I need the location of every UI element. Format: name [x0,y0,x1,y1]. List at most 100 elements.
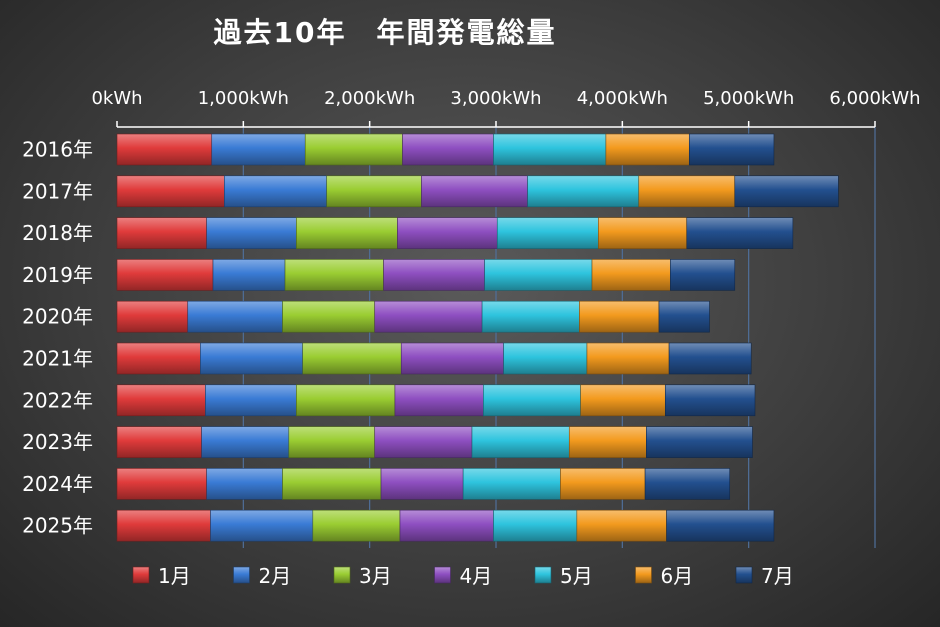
bar-segment [312,509,401,542]
bar-segment [686,217,794,249]
bar-segment [400,342,504,375]
bar-segment [421,175,528,208]
bars [116,133,839,542]
bar-segment [734,175,839,208]
bar-segment [658,300,710,333]
bar-segment [302,342,402,375]
category-label: 2024年 [22,472,93,496]
bar-segment [116,217,207,249]
bar-segment [296,217,398,249]
category-label: 2019年 [22,263,93,287]
bar-segment [116,384,206,417]
category-label: 2018年 [22,221,93,245]
bar-segment [116,426,202,458]
bar-segment [664,384,756,417]
bar-segment [560,468,646,500]
legend-label: 7月 [761,564,794,588]
x-axis: 0kWh 1,000kWh 2,000kWh 3,000kWh 4,000kWh 5,00… [91,88,921,128]
bar-segment [483,384,581,417]
legend-swatch [233,566,250,584]
bar-segment [116,175,225,208]
legend-label: 1月 [158,564,191,588]
bar-segment [646,426,753,458]
bar-segment [374,426,473,458]
bar-segment [484,259,593,291]
bar-segment [397,217,498,249]
bar-segment [116,133,213,166]
bar-segment [224,175,328,208]
legend-swatch [132,566,150,584]
bar-segment [210,509,314,542]
bar-segment [116,509,211,542]
bar-segment [481,300,580,333]
bar-segment [116,342,201,375]
bar-segment [200,342,304,375]
x-tick-label: 3,000kWh [450,88,541,109]
bar-segment [670,259,736,291]
bar-segment [471,426,570,458]
bar-segment [402,133,494,166]
category-label: 2025年 [22,514,93,538]
bar-segment [493,133,607,166]
bar-segment [288,426,376,458]
bar-segment [206,217,297,249]
x-tick-label: 1,000kWh [198,88,289,109]
category-label: 2020年 [22,305,93,329]
legend-swatch [434,566,451,584]
bar-segment [383,259,485,291]
bar-segment [399,509,494,542]
bar-segment [296,384,396,417]
legend-swatch [735,566,753,584]
bar-segment [205,384,297,417]
legend-label: 2月 [259,564,292,588]
bar-segment [211,133,306,166]
bar-segment [576,509,667,542]
bar-segment [527,175,640,208]
bar-segment [598,217,688,249]
bar-segment [116,259,214,291]
legend-label: 4月 [460,564,493,588]
legend: 1月 2月 3月 4月 5月 6月 7月 [132,564,794,588]
bar-segment [187,300,283,333]
bar-segment [212,259,286,291]
legend-swatch [333,566,351,584]
bar-segment [282,300,376,333]
bar-segment [496,217,599,249]
x-tick-label: 6,000kWh [829,88,920,109]
bar-segment [503,342,588,375]
bar-segment [374,300,483,333]
bar-segment [638,175,736,208]
bar-segment [579,300,660,333]
legend-swatch [534,566,552,584]
bar-segment [462,468,561,500]
bar-segment [668,342,752,375]
bar-segment [284,259,384,291]
bar-segment [605,133,690,166]
bar-segment [666,509,775,542]
bar-segment [394,384,484,417]
bar-segment [380,468,464,500]
category-label: 2023年 [22,430,93,454]
bar-segment [116,468,207,500]
bar-segment [688,133,775,166]
bar-segment [206,468,283,500]
category-labels: 2016年 2017年 2018年 2019年 2020年 2021年 2022年 2023年… [22,138,93,538]
chart-title: 過去10年 年間発電総量 [214,16,557,49]
bar-segment [493,509,578,542]
category-label: 2017年 [22,179,93,203]
x-tick-label: 0kWh [91,88,142,109]
bar-segment [568,426,647,458]
legend-label: 6月 [661,564,694,588]
bar-segment [201,426,290,458]
legend-label: 5月 [560,564,593,588]
bar-segment [304,133,403,166]
x-tick-label: 2,000kWh [324,88,415,109]
bar-segment [116,300,189,333]
bar-segment [586,342,670,375]
x-tick-label: 5,000kWh [703,88,794,109]
category-label: 2022年 [22,388,93,412]
legend-swatch [635,566,652,584]
x-tick-label: 4,000kWh [577,88,668,109]
bar-segment [580,384,666,417]
